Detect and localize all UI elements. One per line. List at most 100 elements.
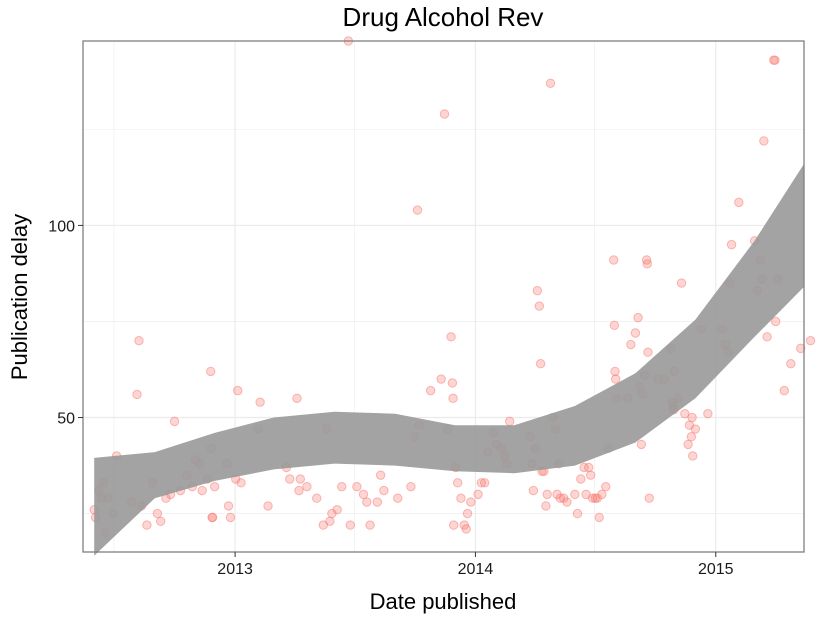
plot-panel-border — [82, 40, 805, 553]
data-point — [528, 485, 539, 496]
data-point — [365, 520, 375, 530]
data-point — [570, 489, 580, 500]
x-axis: 2013 2014 2015 — [217, 552, 734, 578]
chart-title: Drug Alcohol Rev — [343, 2, 544, 32]
x-tick-label: 2013 — [217, 561, 253, 578]
data-point — [448, 393, 458, 404]
data-point — [687, 412, 697, 423]
x-axis-title: Date published — [370, 589, 517, 614]
data-point — [255, 397, 265, 407]
data-point — [292, 393, 302, 404]
data-point — [594, 512, 604, 523]
data-point — [534, 301, 545, 311]
data-point — [462, 508, 473, 519]
data-point — [585, 470, 596, 480]
data-point — [644, 493, 654, 503]
data-point — [535, 359, 546, 369]
data-point — [759, 136, 769, 146]
data-point — [688, 451, 698, 461]
data-point — [770, 55, 780, 65]
data-point — [609, 255, 619, 265]
data-point — [626, 339, 636, 350]
data-point — [452, 478, 463, 488]
data-point — [541, 501, 551, 511]
data-point — [285, 474, 295, 484]
data-point — [636, 439, 647, 450]
data-point — [132, 389, 142, 400]
y-tick-label: 100 — [48, 218, 75, 235]
data-point — [358, 489, 369, 500]
data-point — [576, 474, 586, 484]
data-point — [805, 335, 816, 346]
data-point — [312, 493, 322, 503]
data-point — [206, 366, 216, 377]
data-point — [446, 332, 456, 342]
data-point — [208, 512, 218, 523]
data-point — [583, 462, 594, 473]
data-point — [779, 385, 789, 396]
data-point — [379, 485, 389, 496]
data-point — [352, 481, 362, 492]
data-point — [572, 508, 583, 519]
data-point — [703, 408, 713, 419]
data-point — [406, 481, 416, 492]
data-point — [209, 481, 220, 492]
data-point — [337, 481, 347, 492]
data-point — [425, 385, 436, 396]
data-point — [197, 485, 207, 496]
data-point — [225, 512, 236, 523]
data-point — [504, 416, 515, 427]
data-point — [562, 497, 572, 507]
data-point — [375, 470, 386, 480]
data-point — [466, 497, 476, 507]
data-point — [236, 478, 246, 488]
data-point — [412, 205, 423, 215]
data-point — [633, 312, 643, 323]
data-point — [294, 485, 304, 496]
data-point — [601, 481, 611, 492]
data-point — [155, 516, 166, 526]
data-point — [542, 489, 552, 500]
data-point — [345, 520, 356, 530]
data-point — [325, 516, 335, 526]
data-point — [610, 366, 620, 377]
data-point — [762, 332, 772, 342]
data-point — [630, 328, 641, 338]
data-point — [796, 343, 806, 354]
data-point — [302, 481, 312, 492]
data-point — [436, 374, 446, 384]
data-point — [476, 478, 487, 488]
data-point — [643, 347, 653, 357]
data-point — [456, 493, 466, 503]
data-point — [597, 489, 607, 500]
y-tick-label: 50 — [57, 411, 75, 428]
data-point — [479, 478, 490, 488]
data-point — [393, 493, 403, 503]
data-point — [295, 474, 305, 484]
data-point — [786, 359, 796, 369]
data-point — [372, 497, 383, 507]
data-point — [642, 259, 652, 269]
data-point — [142, 520, 152, 530]
data-point — [676, 278, 687, 288]
data-point — [690, 424, 701, 434]
x-tick-label: 2015 — [698, 561, 734, 578]
y-axis: 50 100 — [48, 218, 83, 428]
data-point — [532, 286, 543, 296]
data-point — [680, 408, 690, 419]
data-point — [770, 316, 781, 327]
data-point — [439, 109, 450, 119]
data-point — [263, 501, 273, 511]
data-point — [223, 501, 234, 511]
data-point — [545, 78, 556, 88]
data-point — [362, 497, 372, 507]
data-point — [473, 489, 483, 500]
data-point — [134, 335, 144, 346]
data-point — [152, 508, 163, 519]
data-point — [683, 439, 693, 450]
data-point — [726, 239, 737, 250]
data-point — [609, 320, 620, 331]
data-point — [332, 505, 342, 515]
